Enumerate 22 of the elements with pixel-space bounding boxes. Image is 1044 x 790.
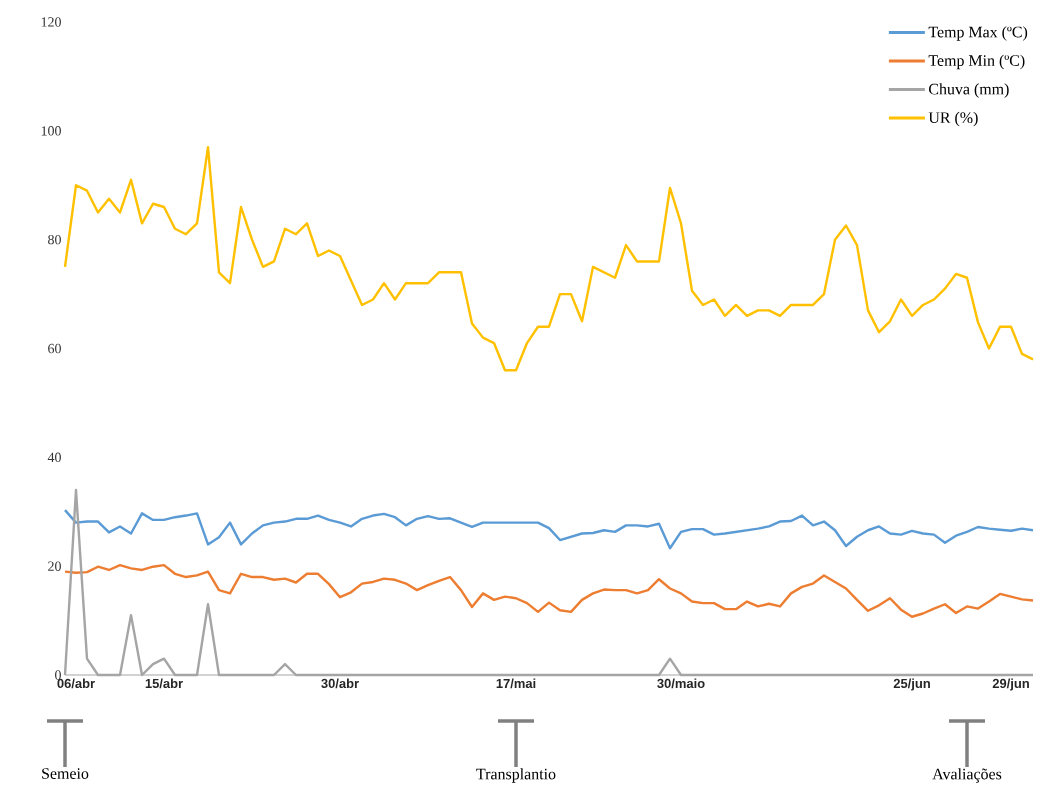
x-tick-label: 30/abr <box>321 678 359 689</box>
y-tick-label: 20 <box>48 561 61 571</box>
y-tick-label: 0 <box>55 670 61 680</box>
x-tick-label: 30/maio <box>657 678 705 689</box>
text: Transplantio <box>476 768 556 783</box>
x-tick-label: 15/abr <box>145 678 183 689</box>
legend-label: UR (%) <box>928 111 978 127</box>
y-tick-label: 120 <box>41 17 61 27</box>
legend-label: Temp Min (ºC) <box>928 54 1025 70</box>
text: Avaliações <box>932 768 1002 783</box>
x-tick-label: 06/abr <box>57 678 95 689</box>
x-tick-label: 29/jun <box>992 678 1029 691</box>
y-tick-label: 40 <box>47 452 61 463</box>
x-tick-label: 25/jun <box>893 678 930 691</box>
line-series <box>63 563 1035 618</box>
legend-label: Temp Max (ºC) <box>928 26 1028 41</box>
x-tick-label: 17/mai <box>496 678 536 689</box>
y-tick-label: 80 <box>48 234 61 245</box>
legend-label: Chuva (mm) <box>929 83 1009 98</box>
text: Semeio <box>42 768 89 779</box>
y-tick-label: 100 <box>41 126 61 136</box>
y-tick-label: 60 <box>48 343 61 354</box>
